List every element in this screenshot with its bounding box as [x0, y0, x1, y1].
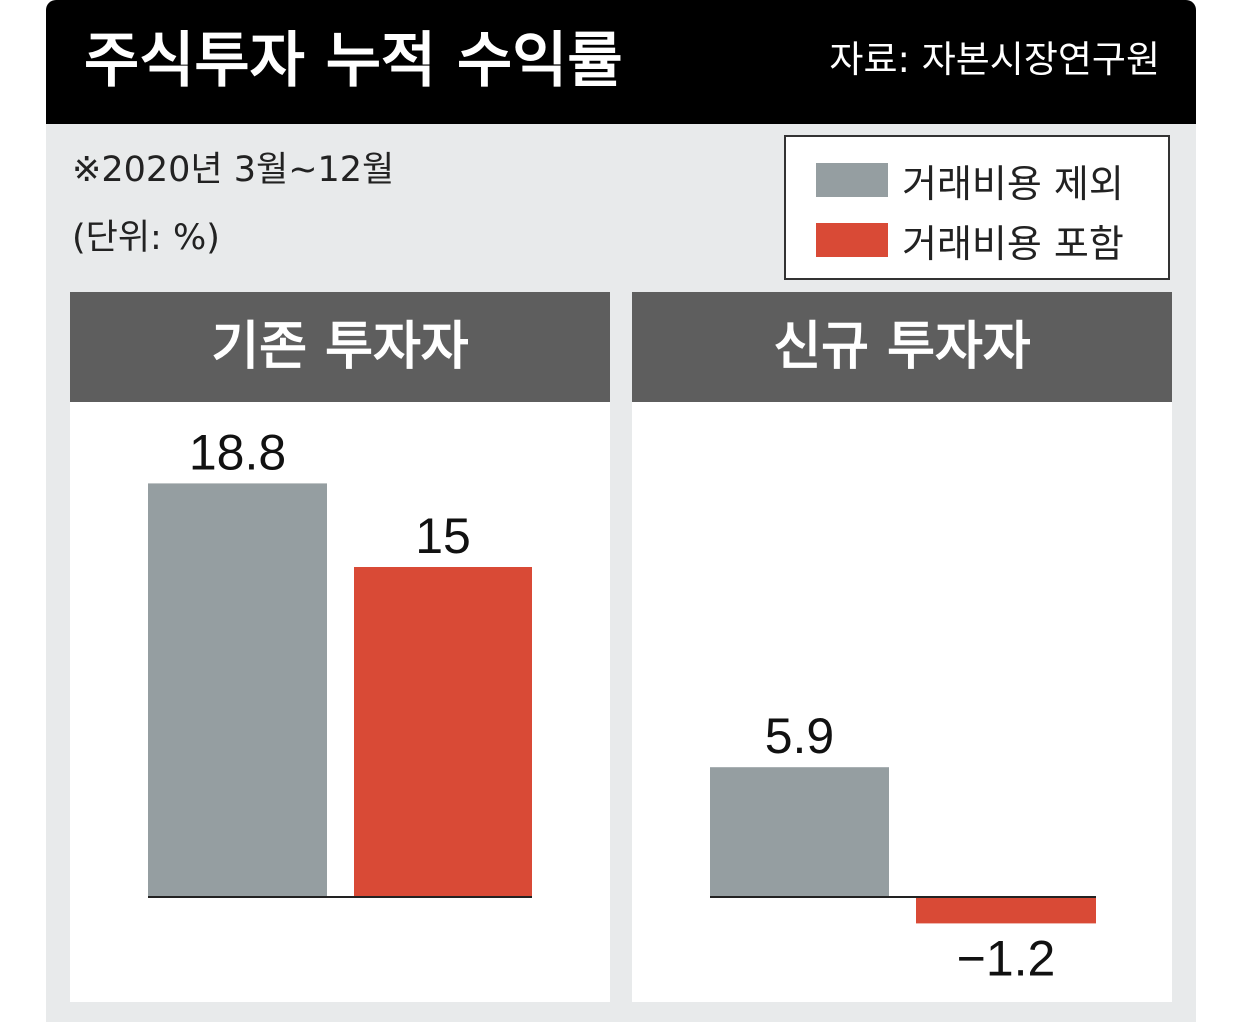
bar-value-label: 15: [415, 508, 471, 564]
bar-value-label: −1.2: [957, 930, 1056, 986]
bar-incl: [354, 567, 532, 897]
bar-excl: [148, 483, 327, 897]
chart-new-investors: 5.9 −1.2: [710, 708, 1096, 986]
legend-label-excl: 거래비용 제외: [902, 161, 1124, 206]
legend-item-excl: 거래비용 제외: [816, 155, 1124, 206]
bar-value-label: 5.9: [765, 708, 835, 764]
source-note: 자료: 자본시장연구원: [829, 38, 1160, 81]
period-note: ※2020년 3월~12월: [72, 150, 395, 190]
panel-title-new: 신규 투자자: [632, 292, 1172, 402]
title-bar: 주식투자 누적 수익률 자료: 자본시장연구원: [46, 0, 1196, 124]
panel-new-investors: 신규 투자자 5.9 −1.2: [632, 292, 1172, 1002]
legend-label-incl: 거래비용 포함: [902, 221, 1124, 266]
infographic-card: 주식투자 누적 수익률 자료: 자본시장연구원 ※2020년 3월~12월 (단…: [46, 0, 1196, 1022]
panel-existing-investors: 기존 투자자 18.8 15: [70, 292, 610, 1002]
unit-note: (단위: %): [72, 218, 220, 258]
legend-item-incl: 거래비용 포함: [816, 215, 1124, 266]
legend-swatch-excl: [816, 163, 888, 197]
bar-incl: [916, 897, 1096, 924]
panel-title-existing: 기존 투자자: [70, 292, 610, 402]
chart-existing-investors: 18.8 15: [148, 424, 532, 898]
bar-excl: [710, 767, 889, 897]
chart-title: 주식투자 누적 수익률: [84, 26, 623, 96]
legend: 거래비용 제외 거래비용 포함: [784, 135, 1170, 280]
bar-value-label: 18.8: [189, 424, 286, 480]
legend-swatch-incl: [816, 223, 888, 257]
